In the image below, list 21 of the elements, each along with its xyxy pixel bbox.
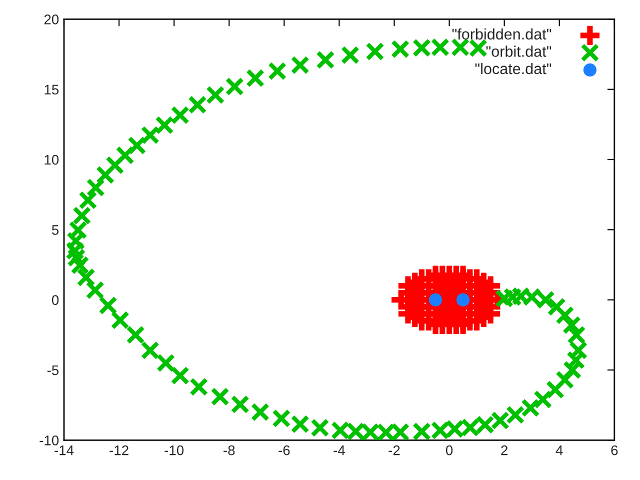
x-tick-label: 0 [446,445,453,456]
x-tick-label: -8 [224,445,235,456]
x-tick-label: -14 [54,446,74,456]
y-tick-label: 0 [52,295,59,306]
y-tick-label: 20 [44,14,59,24]
x-tick-label: -10 [164,445,184,456]
legend-label: "locate.dat" [475,62,552,74]
legend-label: "orbit.dat" [486,46,552,57]
x-tick-label: -6 [278,445,290,456]
x-tick-label: 2 [501,445,508,456]
x-tick-label: 4 [556,446,563,456]
y-tick-label: -5 [47,365,59,376]
x-tick-label: -4 [334,446,345,456]
x-tick-label: -12 [110,445,128,456]
y-tick-label: 10 [44,154,59,165]
legend-label: "forbidden.dat" [452,28,552,40]
y-tick-label: 5 [52,225,59,235]
y-tick-label: -10 [40,435,59,446]
y-tick-label: 15 [44,84,59,95]
x-tick-label: 6 [611,445,618,456]
x-tick-label: -2 [388,445,400,456]
